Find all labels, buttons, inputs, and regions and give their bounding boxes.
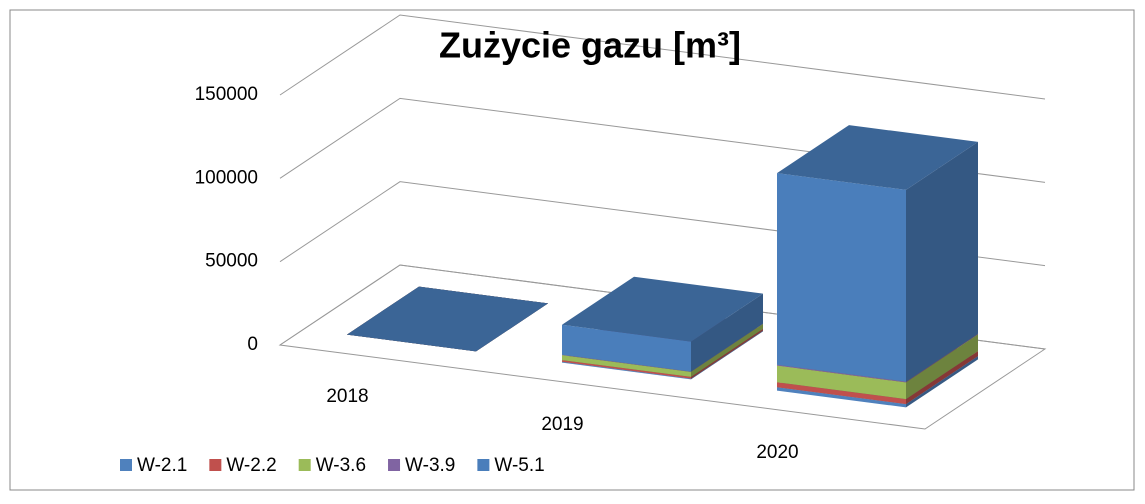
- legend-swatch: [298, 459, 311, 471]
- bar-front: [562, 355, 691, 377]
- legend-label: W-2.1: [137, 455, 187, 476]
- bar-side: [691, 328, 763, 379]
- bar-side: [906, 334, 978, 400]
- legend-swatch: [388, 459, 401, 471]
- legend-swatch: [120, 459, 132, 471]
- bar-front: [562, 360, 691, 379]
- bar-side: [906, 141, 978, 382]
- legend-label: W-3.6: [316, 455, 366, 476]
- bar-top: [562, 276, 763, 342]
- bar-segment: [347, 286, 548, 352]
- x-tick-label: 2019: [541, 414, 583, 435]
- plot-area: 0 50000 100000 150000 2018 2019 2020: [195, 14, 1047, 463]
- bar-front: [777, 364, 906, 383]
- bar-front: [777, 173, 906, 382]
- bar-front: [562, 361, 691, 380]
- y-tick-label: 100000: [195, 167, 258, 188]
- legend-label: W-3.9: [405, 455, 455, 476]
- legend-swatch: [209, 459, 222, 471]
- legend-swatch: [477, 459, 490, 471]
- bar-segment: [562, 276, 763, 372]
- legend-label: W-5.1: [494, 455, 544, 476]
- bar-side: [906, 351, 978, 405]
- bar-segment: [777, 125, 978, 382]
- bar-side: [906, 356, 978, 408]
- bar-side: [691, 323, 763, 377]
- bar-side: [691, 323, 763, 372]
- bar-top: [347, 286, 548, 352]
- bar-side: [906, 333, 978, 383]
- y-tick-label: 0: [247, 334, 258, 355]
- bar-front: [777, 382, 906, 405]
- y-tick-label: 50000: [205, 251, 258, 272]
- bar-front: [562, 354, 691, 372]
- bar-front: [777, 365, 906, 400]
- legend-label: W-2.2: [226, 455, 276, 476]
- chart-title: Zużycie gazu [m³]: [439, 25, 741, 66]
- bar-front: [562, 324, 691, 372]
- y-tick-label: 150000: [195, 84, 258, 105]
- bar-side: [691, 293, 763, 372]
- bar-top: [777, 125, 978, 190]
- x-tick-label: 2018: [326, 386, 368, 407]
- bar-side: [691, 330, 763, 380]
- bar-front: [777, 387, 906, 408]
- x-tick-label: 2020: [756, 442, 798, 463]
- grid-line: [279, 14, 1046, 100]
